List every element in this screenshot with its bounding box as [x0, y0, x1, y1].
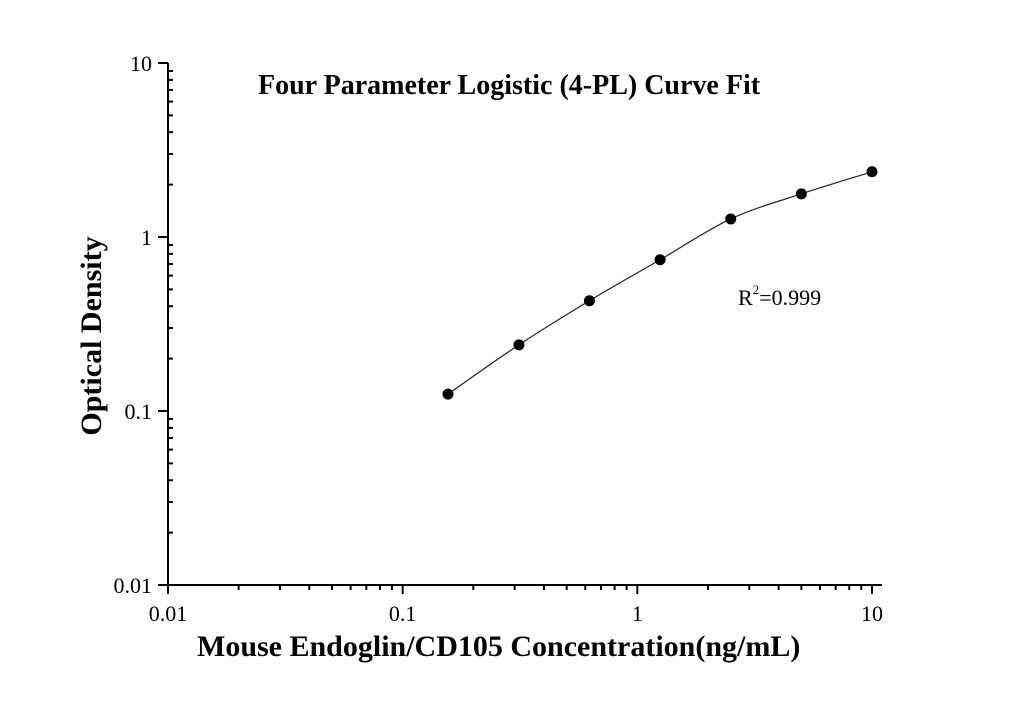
- r-squared-annotation: R2=0.999: [738, 282, 822, 311]
- chart-title: Four Parameter Logistic (4-PL) Curve Fit: [258, 70, 761, 101]
- data-point: [583, 295, 595, 307]
- data-point: [725, 213, 737, 225]
- y-tick-label: 10: [130, 51, 152, 76]
- y-tick-label: 1: [141, 225, 152, 250]
- r2-superscript: 2: [752, 282, 760, 297]
- y-axis-label: Optical Density: [75, 236, 108, 436]
- x-axis-label: Mouse Endoglin/CD105 Concentration(ng/mL…: [197, 630, 801, 663]
- x-tick-label: 0.1: [389, 601, 417, 626]
- y-tick-label: 0.01: [114, 573, 153, 598]
- r2-value: =0.999: [759, 285, 822, 310]
- data-point: [513, 339, 525, 351]
- x-tick-label: 0.01: [149, 601, 188, 626]
- x-tick-label: 10: [861, 601, 883, 626]
- data-point: [866, 166, 878, 178]
- x-tick-label: 1: [632, 601, 643, 626]
- data-point: [654, 254, 666, 266]
- r2-base: R: [738, 285, 753, 310]
- y-tick-label: 0.1: [125, 399, 153, 424]
- data-point: [442, 388, 454, 400]
- data-point: [795, 188, 807, 200]
- fit-curve: [447, 171, 873, 395]
